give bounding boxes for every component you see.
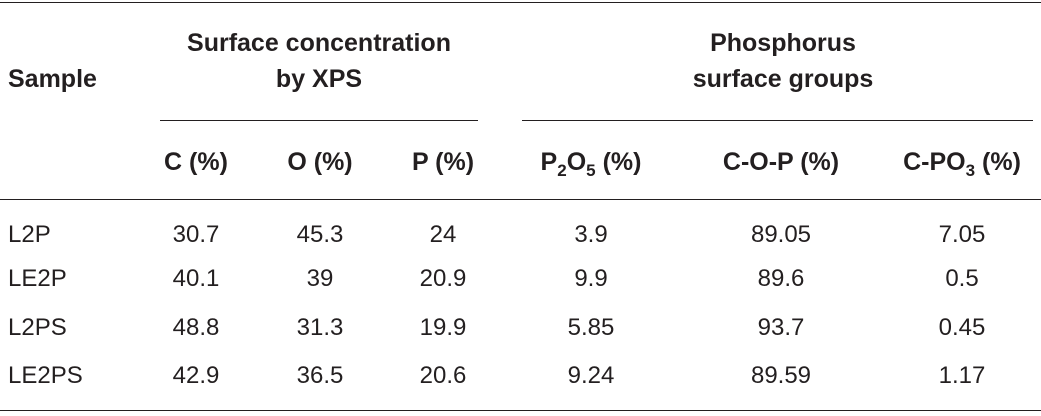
table-cell: 45.3 — [296, 221, 344, 248]
table-cell: 19.9 — [419, 314, 467, 341]
table-cell: 48.8 — [172, 314, 220, 341]
table-cell: 36.5 — [296, 362, 344, 389]
table-row-sample: LE2PS — [8, 362, 83, 389]
table-cell: 0.45 — [938, 314, 986, 341]
table-cell: 93.7 — [757, 314, 805, 341]
column-header-o: O (%) — [287, 148, 353, 176]
column-header-p: P (%) — [411, 148, 475, 176]
table-cell: 0.5 — [945, 265, 979, 292]
table-cell: 7.05 — [938, 221, 986, 248]
column-header-c-o-p: C-O-P (%) — [722, 148, 840, 176]
table-cell: 3.9 — [574, 221, 608, 248]
table-row-sample: L2PS — [8, 314, 67, 341]
table-cell: 5.85 — [567, 314, 615, 341]
header-bottom-rule — [0, 199, 1041, 200]
table-cell: 89.6 — [757, 265, 805, 292]
phosphorus-header-line1: Phosphorus — [710, 29, 856, 57]
table-cell: 39 — [306, 265, 334, 292]
phosphorus-group-rule — [522, 120, 1033, 121]
phosphorus-header-line2: surface groups — [692, 65, 874, 93]
table-cell: 9.24 — [567, 362, 615, 389]
column-header-p2o5: P2O5 (%) — [540, 148, 642, 180]
table-cell: 89.59 — [750, 362, 812, 389]
table-row-sample: L2P — [8, 221, 51, 248]
table-cell: 20.9 — [419, 265, 467, 292]
table-cell: 24 — [429, 221, 457, 248]
surface-group-rule — [160, 120, 478, 121]
sample-header: Sample — [8, 65, 97, 93]
surface-header-line1: Surface concentration — [187, 29, 451, 57]
surface-header-line2: by XPS — [275, 65, 363, 93]
table-cell: 30.7 — [172, 221, 220, 248]
table-cell: 40.1 — [172, 265, 220, 292]
table-cell: 42.9 — [172, 362, 220, 389]
table-row-sample: LE2P — [8, 265, 67, 292]
table-cell: 20.6 — [419, 362, 467, 389]
top-rule — [0, 2, 1041, 3]
table-cell: 89.05 — [750, 221, 812, 248]
table-cell: 1.17 — [938, 362, 986, 389]
table-cell: 31.3 — [296, 314, 344, 341]
column-header-c: C (%) — [164, 148, 228, 176]
table-cell: 9.9 — [574, 265, 608, 292]
bottom-rule — [0, 410, 1041, 411]
column-header-c-po3: C-PO3 (%) — [903, 148, 1021, 180]
